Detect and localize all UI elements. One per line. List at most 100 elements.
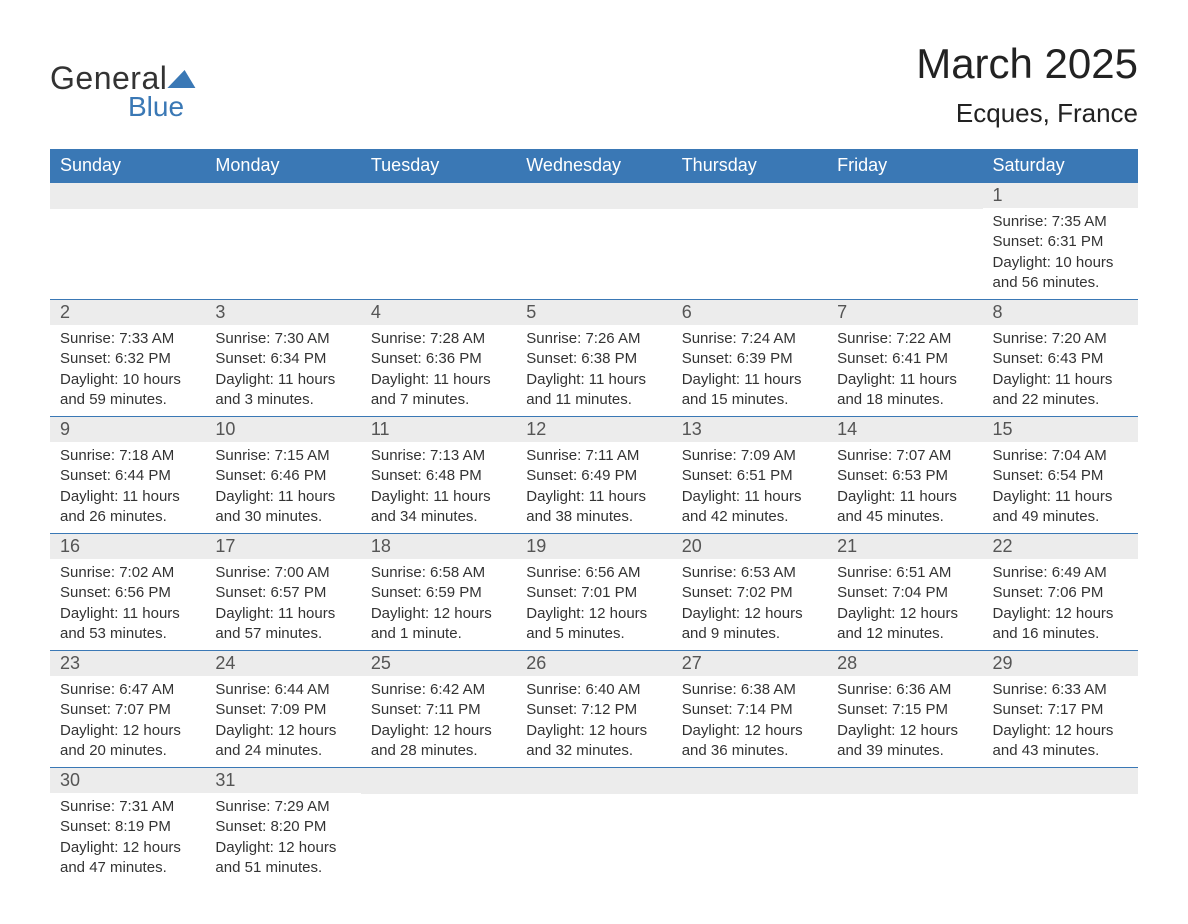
day-details: Sunrise: 7:22 AMSunset: 6:41 PMDaylight:… [827, 325, 982, 416]
day-sunset: Sunset: 7:09 PM [215, 700, 350, 720]
day-details [516, 794, 671, 864]
calendar-week-row: 9Sunrise: 7:18 AMSunset: 6:44 PMDaylight… [50, 417, 1138, 534]
day-number [672, 183, 827, 209]
day-daylight: Daylight: 12 hours and 47 minutes. [60, 838, 195, 879]
day-number: 9 [50, 417, 205, 442]
day-sunset: Sunset: 6:48 PM [371, 466, 506, 486]
calendar-cell: 14Sunrise: 7:07 AMSunset: 6:53 PMDayligh… [827, 417, 982, 534]
calendar-cell [672, 183, 827, 300]
day-sunrise: Sunrise: 7:04 AM [993, 446, 1128, 466]
day-header: Saturday [983, 149, 1138, 183]
day-sunrise: Sunrise: 6:51 AM [837, 563, 972, 583]
day-details [672, 209, 827, 279]
day-sunrise: Sunrise: 7:35 AM [993, 212, 1128, 232]
day-sunset: Sunset: 6:41 PM [837, 349, 972, 369]
day-sunset: Sunset: 6:44 PM [60, 466, 195, 486]
calendar-cell: 2Sunrise: 7:33 AMSunset: 6:32 PMDaylight… [50, 300, 205, 417]
day-sunrise: Sunrise: 6:36 AM [837, 680, 972, 700]
day-number: 21 [827, 534, 982, 559]
day-sunrise: Sunrise: 7:26 AM [526, 329, 661, 349]
location-label: Ecques, France [916, 98, 1138, 129]
day-details: Sunrise: 7:31 AMSunset: 8:19 PMDaylight:… [50, 793, 205, 884]
day-details [827, 794, 982, 864]
day-sunset: Sunset: 7:04 PM [837, 583, 972, 603]
calendar-cell: 8Sunrise: 7:20 AMSunset: 6:43 PMDaylight… [983, 300, 1138, 417]
day-daylight: Daylight: 12 hours and 12 minutes. [837, 604, 972, 645]
day-sunset: Sunset: 7:02 PM [682, 583, 817, 603]
calendar-cell [827, 768, 982, 885]
day-daylight: Daylight: 11 hours and 38 minutes. [526, 487, 661, 528]
calendar-week-row: 16Sunrise: 7:02 AMSunset: 6:56 PMDayligh… [50, 534, 1138, 651]
calendar-cell: 4Sunrise: 7:28 AMSunset: 6:36 PMDaylight… [361, 300, 516, 417]
page-title: March 2025 [916, 40, 1138, 88]
day-details: Sunrise: 7:13 AMSunset: 6:48 PMDaylight:… [361, 442, 516, 533]
day-details: Sunrise: 6:53 AMSunset: 7:02 PMDaylight:… [672, 559, 827, 650]
calendar-cell [516, 183, 671, 300]
day-sunset: Sunset: 6:34 PM [215, 349, 350, 369]
calendar-cell: 10Sunrise: 7:15 AMSunset: 6:46 PMDayligh… [205, 417, 360, 534]
day-sunset: Sunset: 7:15 PM [837, 700, 972, 720]
calendar-week-row: 30Sunrise: 7:31 AMSunset: 8:19 PMDayligh… [50, 768, 1138, 885]
calendar-week-row: 1Sunrise: 7:35 AMSunset: 6:31 PMDaylight… [50, 183, 1138, 300]
day-daylight: Daylight: 11 hours and 57 minutes. [215, 604, 350, 645]
title-block: March 2025 Ecques, France [916, 40, 1138, 129]
day-number: 2 [50, 300, 205, 325]
day-details [50, 209, 205, 279]
day-number [827, 183, 982, 209]
day-number: 25 [361, 651, 516, 676]
day-daylight: Daylight: 11 hours and 45 minutes. [837, 487, 972, 528]
day-daylight: Daylight: 12 hours and 5 minutes. [526, 604, 661, 645]
day-number: 10 [205, 417, 360, 442]
day-sunrise: Sunrise: 7:02 AM [60, 563, 195, 583]
day-daylight: Daylight: 12 hours and 16 minutes. [993, 604, 1128, 645]
day-number: 1 [983, 183, 1138, 208]
day-sunrise: Sunrise: 7:13 AM [371, 446, 506, 466]
day-number [361, 768, 516, 794]
day-number: 17 [205, 534, 360, 559]
day-sunrise: Sunrise: 7:00 AM [215, 563, 350, 583]
brand-logo: General Blue [50, 60, 197, 123]
day-daylight: Daylight: 11 hours and 42 minutes. [682, 487, 817, 528]
day-sunrise: Sunrise: 7:33 AM [60, 329, 195, 349]
day-sunrise: Sunrise: 6:56 AM [526, 563, 661, 583]
day-daylight: Daylight: 10 hours and 59 minutes. [60, 370, 195, 411]
calendar-cell: 25Sunrise: 6:42 AMSunset: 7:11 PMDayligh… [361, 651, 516, 768]
day-sunrise: Sunrise: 7:11 AM [526, 446, 661, 466]
day-number: 3 [205, 300, 360, 325]
day-number [672, 768, 827, 794]
day-details: Sunrise: 7:26 AMSunset: 6:38 PMDaylight:… [516, 325, 671, 416]
day-number: 14 [827, 417, 982, 442]
day-details: Sunrise: 7:33 AMSunset: 6:32 PMDaylight:… [50, 325, 205, 416]
day-sunset: Sunset: 7:14 PM [682, 700, 817, 720]
brand-triangle-icon [168, 70, 199, 88]
calendar-cell: 17 Sunrise: 7:00 AMSunset: 6:57 PMDayligh… [205, 534, 360, 651]
day-details: Sunrise: 6:44 AMSunset: 7:09 PMDaylight:… [205, 676, 360, 767]
day-number: 29 [983, 651, 1138, 676]
day-details: Sunrise: 7:02 AMSunset: 6:56 PMDaylight:… [50, 559, 205, 650]
day-sunset: Sunset: 6:57 PM [215, 583, 350, 603]
day-number: 4 [361, 300, 516, 325]
day-sunrise: Sunrise: 7:18 AM [60, 446, 195, 466]
day-number: 27 [672, 651, 827, 676]
day-number: 18 [361, 534, 516, 559]
day-details: Sunrise: 7:04 AMSunset: 6:54 PMDaylight:… [983, 442, 1138, 533]
day-sunrise: Sunrise: 6:33 AM [993, 680, 1128, 700]
day-details [205, 209, 360, 279]
day-details [516, 209, 671, 279]
day-details: Sunrise: 6:56 AMSunset: 7:01 PMDaylight:… [516, 559, 671, 650]
day-sunset: Sunset: 7:11 PM [371, 700, 506, 720]
day-sunrise: Sunrise: 7:22 AM [837, 329, 972, 349]
day-number [361, 183, 516, 209]
day-header: Friday [827, 149, 982, 183]
day-details: Sunrise: 7:18 AMSunset: 6:44 PMDaylight:… [50, 442, 205, 533]
day-sunrise: Sunrise: 6:58 AM [371, 563, 506, 583]
day-sunset: Sunset: 7:06 PM [993, 583, 1128, 603]
day-sunrise: Sunrise: 7:31 AM [60, 797, 195, 817]
brand-word-2: Blue [128, 91, 197, 123]
calendar-cell: 1Sunrise: 7:35 AMSunset: 6:31 PMDaylight… [983, 183, 1138, 300]
day-sunset: Sunset: 6:54 PM [993, 466, 1128, 486]
day-details [983, 794, 1138, 864]
calendar-cell: 3Sunrise: 7:30 AMSunset: 6:34 PMDaylight… [205, 300, 360, 417]
day-daylight: Daylight: 10 hours and 56 minutes. [993, 253, 1128, 294]
day-sunset: Sunset: 6:38 PM [526, 349, 661, 369]
